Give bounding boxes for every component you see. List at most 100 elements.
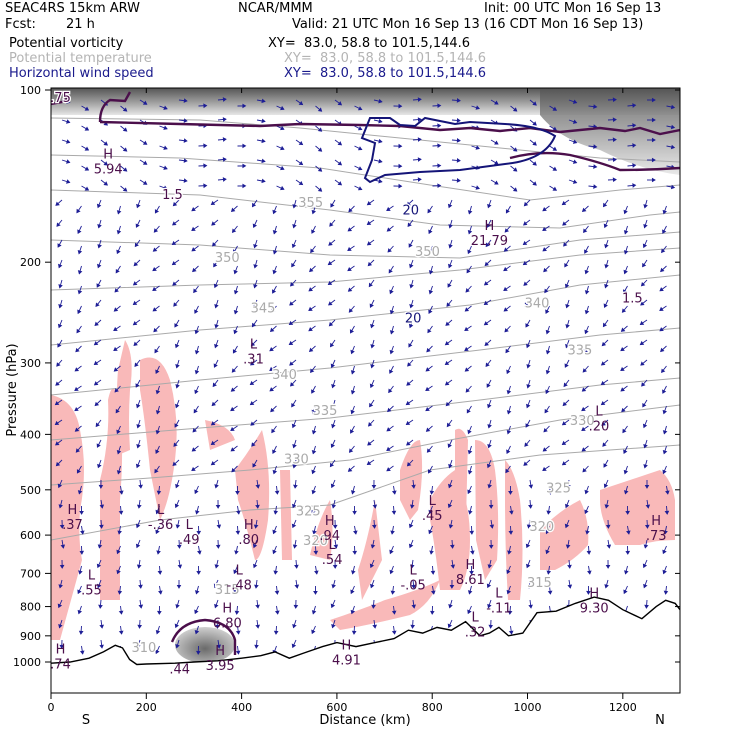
- x-tick-label: 200: [136, 701, 157, 714]
- wind-vector-head: [250, 341, 256, 347]
- wind-vector-head: [66, 179, 71, 184]
- wind-vector-head: [386, 446, 391, 451]
- wind-vector-head: [372, 624, 378, 629]
- wind-vector-head: [222, 117, 227, 122]
- wind-vector-head: [79, 550, 85, 555]
- extremum-mark: L: [250, 337, 258, 352]
- wind-vector-head: [662, 389, 667, 394]
- wind-vector-head: [292, 204, 297, 209]
- wind-vector-head: [292, 444, 297, 449]
- theta-contour: [51, 189, 680, 229]
- wind-vector-head: [623, 589, 628, 595]
- wind-vector-head: [485, 362, 490, 367]
- wind-vector-head: [280, 165, 285, 171]
- wind-vector-head: [583, 349, 588, 354]
- wind-vector-head: [565, 304, 570, 309]
- wind-vector-head: [252, 202, 257, 208]
- wind-vector-head: [605, 524, 611, 529]
- wind-vector-head: [425, 407, 430, 412]
- wind-vector-head: [466, 268, 471, 274]
- wind-vector-head: [132, 320, 138, 326]
- wind-vector-head: [428, 229, 433, 235]
- wind-vector-head: [332, 524, 338, 529]
- wind-vector-head: [75, 347, 80, 353]
- wind-vector-head: [512, 167, 518, 172]
- wind-vector-head: [174, 623, 179, 629]
- wind-vector-head: [467, 210, 473, 215]
- field-xy-pv: XY= 83.0, 58.8 to 101.5,144.6: [268, 36, 471, 51]
- wind-vector-head: [74, 367, 80, 372]
- extremum-value: .37: [62, 518, 83, 533]
- wind-vector-head: [175, 364, 180, 369]
- wind-vector-head: [116, 210, 122, 215]
- wind-vector-head: [644, 524, 650, 529]
- wind-vector-head: [251, 322, 257, 328]
- x-tick-label: 600: [326, 701, 347, 714]
- wind-vector-head: [175, 644, 180, 649]
- field-name-pv: Potential vorticity: [9, 36, 124, 51]
- wind-vector-head: [254, 584, 259, 589]
- wind-vector-head: [448, 524, 454, 529]
- wind-vector-head: [308, 287, 313, 292]
- wind-vector-head: [525, 543, 531, 549]
- wind-vector-head: [211, 401, 216, 407]
- wind-vector-head: [255, 484, 261, 489]
- wind-vector-head: [274, 610, 280, 615]
- wind-vector-head: [528, 504, 533, 509]
- wind-vector-head: [213, 583, 219, 589]
- wind-vector-head: [58, 304, 63, 309]
- wind-vector-head: [545, 309, 550, 314]
- wind-vector-head: [292, 503, 297, 509]
- wind-vector-head: [214, 603, 219, 609]
- wind-vector-head: [448, 604, 453, 609]
- wind-vector-head: [98, 484, 104, 489]
- wind-vector-head: [163, 105, 168, 110]
- wind-vector-head: [251, 442, 256, 447]
- wind-vectors: [54, 97, 676, 655]
- wind-vector-head: [503, 307, 509, 312]
- wind-vector-head: [291, 643, 297, 649]
- wind-vector-head: [623, 490, 629, 495]
- wind-vector-head: [603, 202, 608, 208]
- wind-vector-head: [366, 241, 372, 246]
- wind-vector-head: [350, 429, 355, 434]
- wind-vector-head: [250, 421, 255, 426]
- wind-vector-head: [644, 604, 649, 609]
- wind-vector-head: [642, 563, 648, 569]
- terrain-line: [51, 596, 680, 666]
- x-tick-label: 0: [48, 701, 55, 714]
- wind-vector-head: [155, 529, 160, 535]
- extremum-value: .74: [50, 658, 71, 673]
- wind-vector-head: [602, 442, 607, 447]
- wind-vector-head: [389, 549, 394, 555]
- wind-vector-head: [593, 144, 598, 149]
- wind-vector-head: [233, 589, 238, 595]
- wind-vector-head: [194, 590, 200, 595]
- center-title: NCAR/MMM: [238, 1, 313, 16]
- wind-vector-head: [197, 550, 202, 555]
- wind-vector-head: [670, 184, 676, 190]
- wind-vector-head: [465, 288, 470, 293]
- wind-vector-head: [398, 163, 403, 169]
- wind-vector-head: [475, 145, 480, 150]
- wind-vector-head: [329, 462, 335, 468]
- wind-vector-head: [115, 408, 120, 414]
- theta-label-item: 350: [415, 245, 440, 260]
- x-tick-label: 1000: [514, 701, 542, 714]
- wind-vector-head: [406, 441, 411, 446]
- wind-vector-head: [250, 361, 255, 366]
- wind-vector-head: [213, 283, 219, 289]
- wind-vector-head: [122, 147, 128, 152]
- wind-vector-head: [97, 583, 102, 589]
- wind-vector-head: [317, 167, 323, 172]
- wind-vector-head: [155, 410, 161, 415]
- wind-vector-head: [391, 610, 397, 615]
- wind-vector-head: [494, 160, 499, 165]
- wind-vector-head: [606, 544, 612, 549]
- wind-vector-head: [642, 262, 647, 268]
- wind-vector-head: [524, 442, 529, 447]
- wind-vector-head: [425, 427, 431, 432]
- potential-temperature-labels: 355 350 350 345 340 340 335 335 330 330 325 325 320 3…: [130, 195, 596, 658]
- extremum-mark: H: [589, 586, 599, 601]
- wind-vector-head: [429, 490, 435, 495]
